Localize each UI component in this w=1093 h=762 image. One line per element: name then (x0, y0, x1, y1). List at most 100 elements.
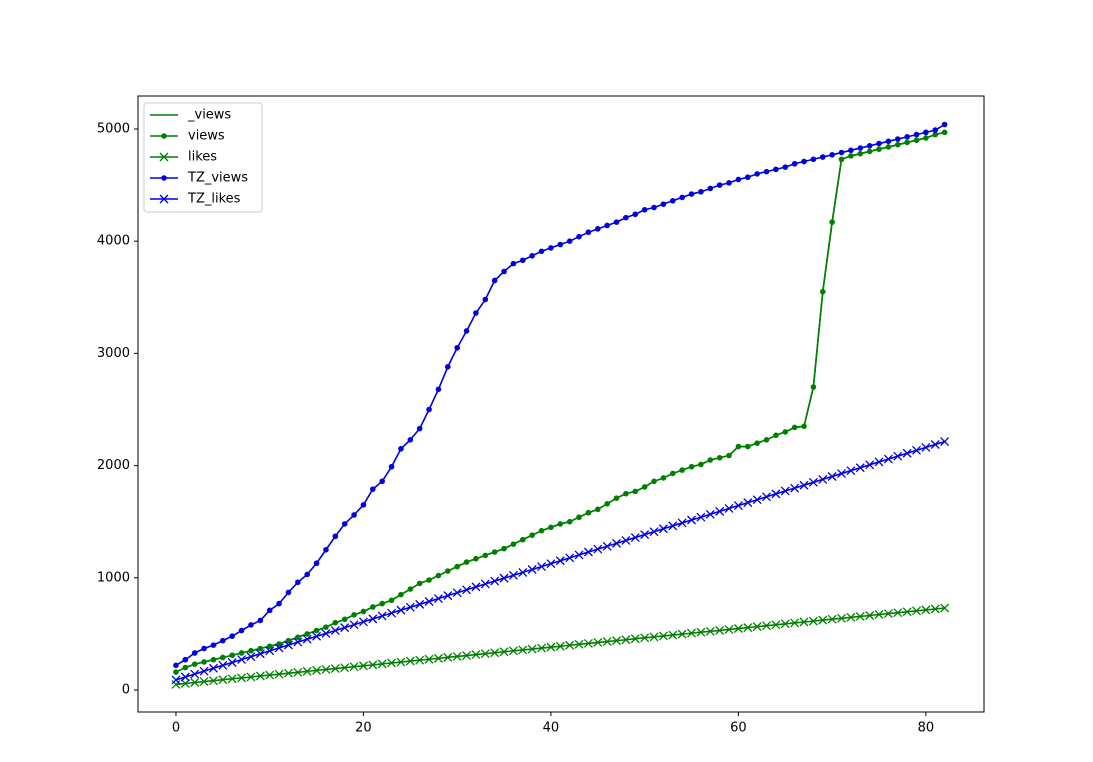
y-tick-label: 3000 (97, 346, 130, 361)
point (930, 440, 940, 449)
legend-label: likes (188, 150, 217, 165)
point (424, 654, 434, 664)
point (604, 500, 610, 507)
point (602, 637, 612, 646)
point (932, 127, 939, 133)
x-tick-label: 20 (355, 721, 372, 736)
point (323, 624, 329, 630)
point (302, 634, 312, 644)
point (302, 666, 312, 676)
point (566, 238, 573, 244)
legend-label: _views (187, 108, 231, 123)
point (387, 658, 397, 668)
point (555, 556, 565, 566)
point (557, 521, 564, 527)
point (518, 645, 528, 655)
point (801, 423, 807, 430)
point (790, 618, 800, 628)
point (668, 521, 678, 531)
point (827, 472, 837, 481)
point (332, 533, 339, 540)
point (698, 189, 704, 195)
point (285, 589, 292, 596)
point (379, 478, 385, 485)
point (865, 460, 875, 470)
point (398, 445, 404, 452)
point (904, 134, 910, 140)
point (660, 475, 667, 481)
point (641, 206, 648, 213)
point (482, 296, 489, 303)
point (621, 635, 631, 645)
point (454, 344, 460, 351)
point (199, 666, 209, 676)
point (658, 631, 668, 641)
point (538, 248, 545, 255)
point (808, 477, 818, 487)
point (266, 643, 273, 650)
point (529, 532, 535, 538)
point (220, 637, 226, 644)
point (351, 612, 357, 618)
point (161, 133, 167, 139)
point (480, 649, 490, 659)
series-line (175, 123, 946, 667)
point (623, 214, 629, 221)
point (780, 619, 790, 629)
point (848, 147, 854, 154)
point (480, 579, 490, 589)
point (846, 612, 856, 622)
point (744, 443, 751, 450)
point (913, 137, 920, 144)
point (462, 585, 472, 595)
point (594, 506, 601, 513)
point (159, 152, 169, 162)
point (923, 129, 929, 136)
point (649, 632, 659, 642)
point (407, 436, 414, 443)
point (763, 168, 770, 175)
point (921, 442, 931, 452)
point (370, 486, 376, 492)
point (426, 406, 432, 413)
point (265, 670, 275, 680)
point (473, 555, 479, 562)
point (576, 233, 582, 240)
point (754, 440, 760, 446)
point (930, 604, 940, 614)
point (360, 608, 367, 615)
point (819, 154, 826, 160)
point (377, 611, 387, 621)
point (623, 490, 629, 497)
point (574, 550, 584, 560)
point (452, 651, 462, 661)
point (501, 268, 507, 275)
point (295, 579, 301, 586)
point (276, 641, 282, 647)
point (173, 669, 179, 675)
point (407, 586, 414, 592)
point (677, 518, 687, 528)
point (829, 151, 835, 158)
point (229, 652, 236, 659)
point (658, 524, 668, 534)
point (238, 650, 245, 656)
point (312, 665, 322, 675)
point (209, 676, 218, 686)
point (912, 445, 921, 455)
x-tick-label: 0 (172, 721, 180, 736)
point (237, 673, 247, 683)
point (416, 580, 423, 587)
point (330, 626, 340, 635)
point (180, 679, 190, 688)
point (435, 386, 442, 393)
point (941, 121, 948, 128)
point (855, 463, 865, 473)
point (632, 211, 639, 218)
y-tick-label: 1000 (97, 570, 130, 585)
point (255, 671, 265, 681)
point (773, 432, 779, 439)
point (799, 480, 809, 490)
point (771, 620, 781, 630)
point (630, 634, 640, 644)
